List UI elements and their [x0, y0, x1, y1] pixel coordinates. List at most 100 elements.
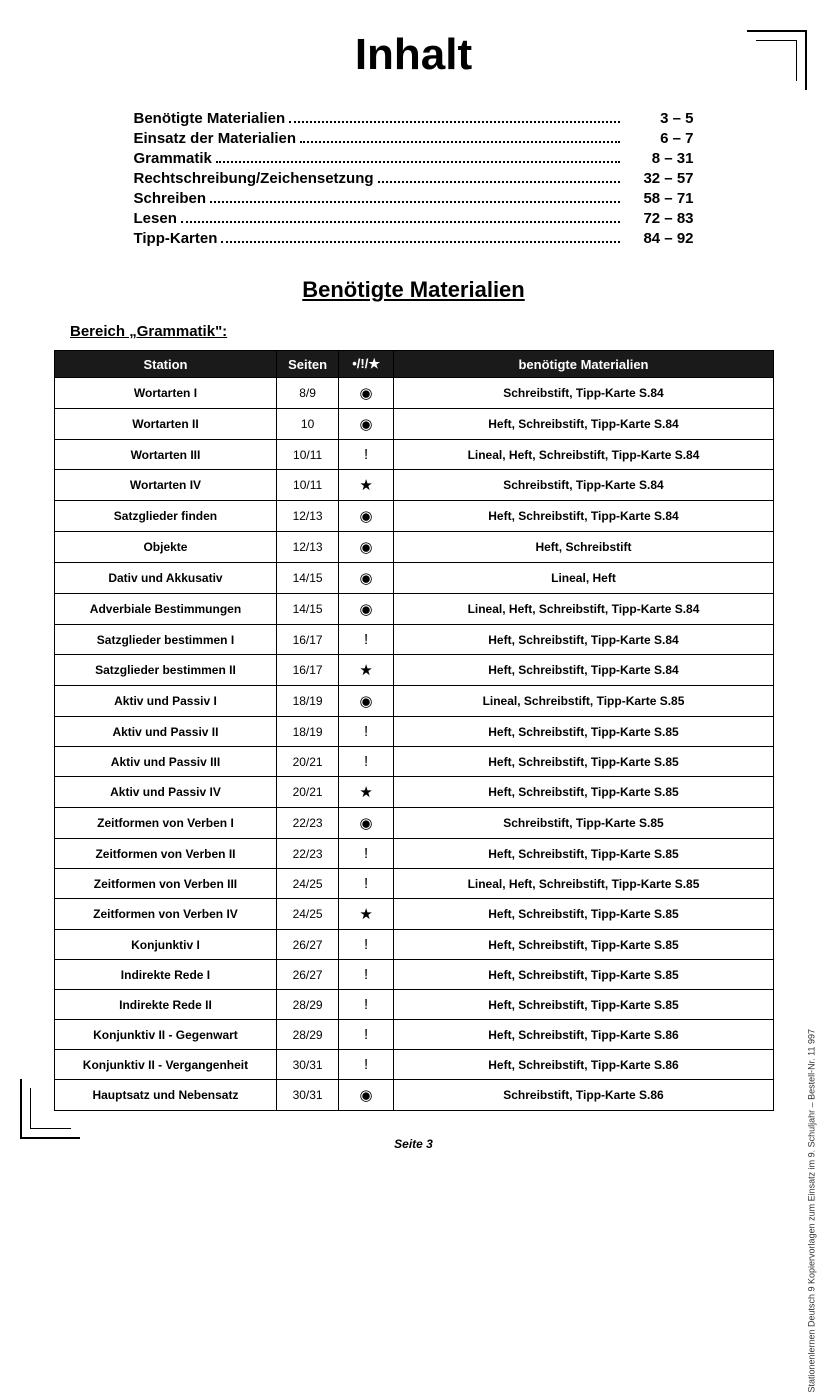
- cell-materialien: Heft, Schreibstift, Tipp-Karte S.85: [394, 777, 773, 808]
- table-row: Aktiv und Passiv III20/21!Heft, Schreibs…: [54, 747, 773, 777]
- cell-symbol: !: [338, 839, 394, 869]
- toc-label: Grammatik: [134, 150, 212, 167]
- cell-seiten: 8/9: [277, 378, 338, 409]
- cell-station: Konjunktiv II - Gegenwart: [54, 1020, 277, 1050]
- section-title: Benötigte Materialien: [50, 277, 777, 303]
- cell-materialien: Heft, Schreibstift, Tipp-Karte S.85: [394, 960, 773, 990]
- cell-symbol: !: [338, 869, 394, 899]
- cell-seiten: 22/23: [277, 839, 338, 869]
- toc-dots: [216, 161, 620, 163]
- cell-materialien: Schreibstift, Tipp-Karte S.84: [394, 470, 773, 501]
- toc-label: Lesen: [134, 210, 177, 227]
- cell-symbol: !: [338, 1020, 394, 1050]
- cell-seiten: 10/11: [277, 470, 338, 501]
- cell-materialien: Heft, Schreibstift, Tipp-Karte S.86: [394, 1020, 773, 1050]
- toc-row: Rechtschreibung/Zeichensetzung32 – 57: [134, 170, 694, 187]
- cell-station: Zeitformen von Verben IV: [54, 899, 277, 930]
- toc-dots: [378, 181, 620, 183]
- cell-materialien: Heft, Schreibstift, Tipp-Karte S.84: [394, 409, 773, 440]
- cell-seiten: 12/13: [277, 532, 338, 563]
- cell-symbol: !: [338, 747, 394, 777]
- cell-station: Indirekte Rede II: [54, 990, 277, 1020]
- cell-station: Zeitformen von Verben III: [54, 869, 277, 899]
- cell-symbol: ◉: [338, 409, 394, 440]
- cell-station: Aktiv und Passiv IV: [54, 777, 277, 808]
- cell-symbol: !: [338, 960, 394, 990]
- toc-dots: [300, 141, 619, 143]
- cell-materialien: Lineal, Schreibstift, Tipp-Karte S.85: [394, 686, 773, 717]
- cell-seiten: 30/31: [277, 1080, 338, 1111]
- cell-materialien: Heft, Schreibstift, Tipp-Karte S.84: [394, 501, 773, 532]
- toc-row: Benötigte Materialien3 – 5: [134, 110, 694, 127]
- cell-materialien: Lineal, Heft, Schreibstift, Tipp-Karte S…: [394, 594, 773, 625]
- cell-station: Aktiv und Passiv II: [54, 717, 277, 747]
- cell-station: Satzglieder finden: [54, 501, 277, 532]
- cell-station: Satzglieder bestimmen I: [54, 625, 277, 655]
- cell-seiten: 24/25: [277, 899, 338, 930]
- cell-symbol: ◉: [338, 1080, 394, 1111]
- cell-symbol: !: [338, 990, 394, 1020]
- table-row: Hauptsatz und Nebensatz30/31◉Schreibstif…: [54, 1080, 773, 1111]
- cell-symbol: ★: [338, 655, 394, 686]
- cell-materialien: Lineal, Heft, Schreibstift, Tipp-Karte S…: [394, 869, 773, 899]
- cell-seiten: 18/19: [277, 717, 338, 747]
- th-seiten: Seiten: [277, 351, 338, 378]
- toc-dots: [221, 241, 619, 243]
- table-row: Wortarten II10◉Heft, Schreibstift, Tipp-…: [54, 409, 773, 440]
- table-row: Zeitformen von Verben IV24/25★Heft, Schr…: [54, 899, 773, 930]
- table-of-contents: Benötigte Materialien3 – 5 Einsatz der Ma…: [134, 110, 694, 247]
- cell-symbol: ◉: [338, 594, 394, 625]
- cell-seiten: 20/21: [277, 747, 338, 777]
- toc-pages: 3 – 5: [624, 110, 694, 127]
- cell-seiten: 28/29: [277, 990, 338, 1020]
- toc-row: Schreiben 58 – 71: [134, 190, 694, 207]
- table-row: Zeitformen von Verben I22/23◉Schreibstif…: [54, 808, 773, 839]
- corner-decoration-tr: [747, 30, 807, 90]
- th-materialien: benötigte Materialien: [394, 351, 773, 378]
- cell-materialien: Heft, Schreibstift, Tipp-Karte S.84: [394, 625, 773, 655]
- cell-seiten: 12/13: [277, 501, 338, 532]
- cell-seiten: 10: [277, 409, 338, 440]
- toc-label: Einsatz der Materialien: [134, 130, 297, 147]
- table-row: Indirekte Rede I26/27!Heft, Schreibstift…: [54, 960, 773, 990]
- cell-materialien: Heft, Schreibstift, Tipp-Karte S.85: [394, 747, 773, 777]
- cell-station: Satzglieder bestimmen II: [54, 655, 277, 686]
- toc-row: Tipp-Karten84 – 92: [134, 230, 694, 247]
- table-row: Indirekte Rede II28/29!Heft, Schreibstif…: [54, 990, 773, 1020]
- toc-label: Schreiben: [134, 190, 207, 207]
- page-title: Inhalt: [50, 30, 777, 80]
- cell-symbol: ★: [338, 777, 394, 808]
- cell-materialien: Heft, Schreibstift, Tipp-Karte S.85: [394, 839, 773, 869]
- cell-symbol: ★: [338, 899, 394, 930]
- cell-materialien: Heft, Schreibstift, Tipp-Karte S.84: [394, 655, 773, 686]
- toc-row: Lesen72 – 83: [134, 210, 694, 227]
- cell-seiten: 10/11: [277, 440, 338, 470]
- table-row: Aktiv und Passiv IV20/21★Heft, Schreibst…: [54, 777, 773, 808]
- cell-symbol: ◉: [338, 378, 394, 409]
- cell-materialien: Heft, Schreibstift: [394, 532, 773, 563]
- cell-seiten: 16/17: [277, 655, 338, 686]
- table-row: Satzglieder bestimmen I16/17!Heft, Schre…: [54, 625, 773, 655]
- cell-symbol: !: [338, 440, 394, 470]
- cell-station: Wortarten I: [54, 378, 277, 409]
- cell-symbol: ★: [338, 470, 394, 501]
- cell-station: Dativ und Akkusativ: [54, 563, 277, 594]
- cell-station: Adverbiale Bestimmungen: [54, 594, 277, 625]
- cell-symbol: ◉: [338, 808, 394, 839]
- cell-materialien: Schreibstift, Tipp-Karte S.84: [394, 378, 773, 409]
- cell-seiten: 26/27: [277, 930, 338, 960]
- table-row: Konjunktiv II - Gegenwart28/29!Heft, Sch…: [54, 1020, 773, 1050]
- cell-symbol: !: [338, 717, 394, 747]
- table-row: Zeitformen von Verben III24/25!Lineal, H…: [54, 869, 773, 899]
- cell-station: Objekte: [54, 532, 277, 563]
- toc-pages: 58 – 71: [624, 190, 694, 207]
- cell-symbol: !: [338, 625, 394, 655]
- cell-symbol: !: [338, 930, 394, 960]
- cell-symbol: ◉: [338, 501, 394, 532]
- side-meta-text: Stationenlernen Deutsch 9 Kopiervorlagen…: [807, 1029, 817, 1393]
- cell-seiten: 30/31: [277, 1050, 338, 1080]
- cell-symbol: !: [338, 1050, 394, 1080]
- cell-seiten: 14/15: [277, 563, 338, 594]
- table-row: Aktiv und Passiv II18/19!Heft, Schreibst…: [54, 717, 773, 747]
- cell-seiten: 18/19: [277, 686, 338, 717]
